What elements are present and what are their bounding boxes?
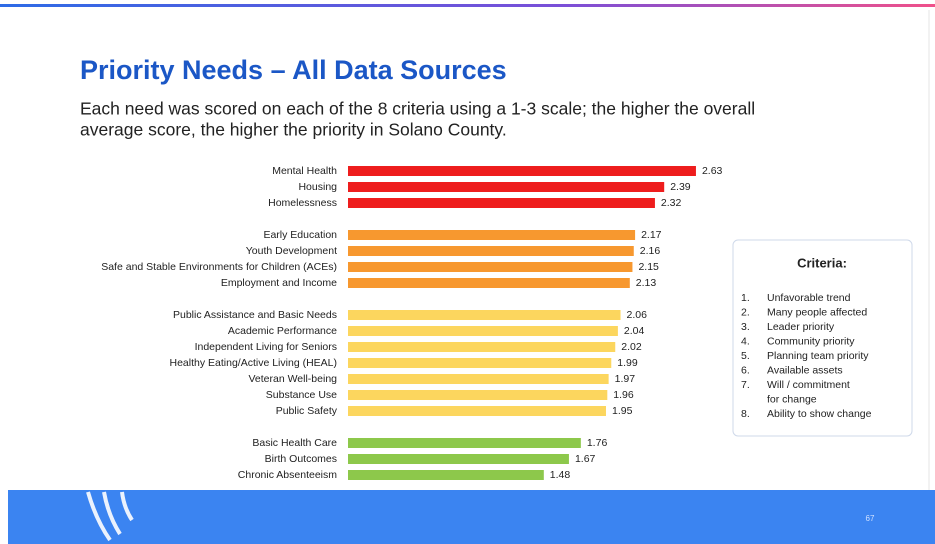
category-label: Independent Living for Seniors bbox=[195, 341, 337, 353]
bar bbox=[348, 246, 634, 256]
value-label: 2.06 bbox=[627, 309, 648, 321]
value-label: 1.96 bbox=[613, 389, 634, 401]
top-stripe bbox=[0, 4, 935, 7]
category-label: Homelessness bbox=[268, 197, 337, 209]
criteria-number: 2. bbox=[741, 306, 750, 318]
bar bbox=[348, 438, 581, 448]
bar bbox=[348, 358, 612, 368]
criteria-number: 3. bbox=[741, 321, 750, 333]
category-label: Safe and Stable Environments for Childre… bbox=[101, 261, 337, 273]
value-label: 1.67 bbox=[575, 453, 596, 465]
value-label: 2.32 bbox=[661, 197, 682, 209]
bar bbox=[348, 390, 608, 400]
value-label: 1.76 bbox=[587, 437, 608, 449]
criteria-text: Available assets bbox=[767, 364, 843, 376]
criteria-text: Many people affected bbox=[767, 306, 867, 318]
bar bbox=[348, 470, 544, 480]
value-label: 1.95 bbox=[612, 405, 633, 417]
value-label: 1.97 bbox=[615, 373, 636, 385]
value-label: 2.16 bbox=[640, 245, 661, 257]
bar bbox=[348, 278, 630, 288]
criteria-text: Planning team priority bbox=[767, 350, 869, 362]
criteria-text: Ability to show change bbox=[767, 408, 872, 420]
category-label: Substance Use bbox=[266, 389, 337, 401]
bar bbox=[348, 374, 609, 384]
category-label: Birth Outcomes bbox=[265, 453, 337, 465]
criteria-number: 8. bbox=[741, 408, 750, 420]
bar bbox=[348, 182, 665, 192]
logo bbox=[86, 491, 134, 542]
subtitle-line: Each need was scored on each of the 8 cr… bbox=[80, 99, 755, 119]
criteria-text: for change bbox=[767, 393, 817, 405]
footer-band bbox=[8, 490, 935, 544]
category-label: Veteran Well-being bbox=[248, 373, 337, 385]
bar bbox=[348, 342, 616, 352]
bar bbox=[348, 406, 606, 416]
value-label: 2.13 bbox=[636, 277, 657, 289]
bar bbox=[348, 198, 655, 208]
category-label: Public Safety bbox=[276, 405, 338, 417]
bar bbox=[348, 166, 696, 176]
criteria-text: Community priority bbox=[767, 335, 855, 347]
criteria-box bbox=[732, 239, 913, 437]
criteria-title: Criteria: bbox=[797, 255, 847, 270]
value-label: 2.04 bbox=[624, 325, 645, 337]
value-label: 2.17 bbox=[641, 229, 662, 241]
value-label: 2.39 bbox=[670, 181, 691, 193]
value-label: 1.48 bbox=[550, 469, 571, 481]
category-label: Public Assistance and Basic Needs bbox=[173, 309, 337, 321]
title: Priority Needs – All Data Sources bbox=[80, 55, 507, 85]
value-label: 1.99 bbox=[617, 357, 638, 369]
criteria-number: 7. bbox=[741, 379, 750, 391]
category-label: Basic Health Care bbox=[252, 437, 337, 449]
criteria-text: Will / commitment bbox=[767, 379, 850, 391]
category-label: Mental Health bbox=[272, 165, 337, 177]
value-label: 2.02 bbox=[621, 341, 642, 353]
category-label: Housing bbox=[298, 181, 337, 193]
category-label: Chronic Absenteeism bbox=[238, 469, 337, 481]
criteria-number: 6. bbox=[741, 364, 750, 376]
bar bbox=[348, 454, 569, 464]
bar bbox=[348, 326, 618, 336]
bar bbox=[348, 262, 633, 272]
value-label: 2.15 bbox=[638, 261, 659, 273]
bar bbox=[348, 310, 621, 320]
page-number: 67 bbox=[866, 514, 875, 523]
criteria-number: 4. bbox=[741, 335, 750, 347]
category-label: Employment and Income bbox=[221, 277, 337, 289]
category-label: Early Education bbox=[263, 229, 337, 241]
value-label: 2.63 bbox=[702, 165, 723, 177]
criteria-number: 5. bbox=[741, 350, 750, 362]
criteria-text: Unfavorable trend bbox=[767, 292, 851, 304]
category-label: Youth Development bbox=[246, 245, 337, 257]
category-label: Healthy Eating/Active Living (HEAL) bbox=[170, 357, 338, 369]
subtitle-line: average score, the higher the priority i… bbox=[80, 120, 507, 140]
category-label: Academic Performance bbox=[228, 325, 337, 337]
criteria-number: 1. bbox=[741, 292, 750, 304]
bar bbox=[348, 230, 636, 240]
criteria-text: Leader priority bbox=[767, 321, 835, 333]
